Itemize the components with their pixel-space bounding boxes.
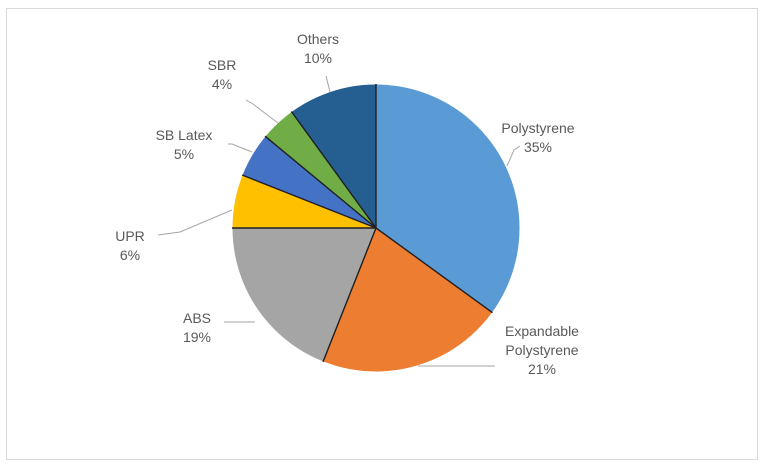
data-label-upr: UPR 6% [115,228,145,263]
slice-edge [290,111,377,229]
label-name: SB Latex [156,127,213,143]
slice-upr [232,174,376,228]
leader-line-polystyrene [506,145,521,167]
label-name: Expandable [505,323,579,339]
label-percent: 35% [524,139,552,155]
slice-abs [231,228,376,362]
slice-polystyrene [376,84,521,313]
label-percent: 5% [174,146,194,162]
leader-line-others [325,75,331,93]
slice-edge [241,174,377,229]
slice-edge [264,135,377,229]
label-name: Polystyrene [505,342,578,358]
leader-line-upr [157,209,233,236]
data-label-others: Others 10% [297,31,339,66]
slice-others [291,84,376,228]
slice-edge [375,227,493,314]
slice-sbr [265,111,376,228]
slice-expandable-polystyrene [322,228,493,373]
data-label-abs: ABS 19% [183,310,211,345]
data-label-expandable-polystyrene: Expandable Polystyrene 21% [505,323,579,377]
slice-edge [322,227,377,363]
label-percent: 21% [528,361,556,377]
label-name: Others [297,31,339,47]
data-label-sb-latex: SB Latex 5% [156,127,213,162]
data-label-polystyrene: Polystyrene 35% [501,120,574,155]
label-percent: 19% [183,329,211,345]
leader-line-sb-latex [228,143,253,153]
slice-sb-latex [242,136,376,228]
data-label-sbr: SBR 4% [208,57,237,92]
label-percent: 4% [212,76,232,92]
label-name: ABS [183,310,211,326]
label-name: UPR [115,228,145,244]
label-percent: 6% [120,247,140,263]
label-percent: 10% [304,50,332,66]
label-name: SBR [208,57,237,73]
leader-line-sbr [245,99,279,124]
label-name: Polystyrene [501,120,574,136]
